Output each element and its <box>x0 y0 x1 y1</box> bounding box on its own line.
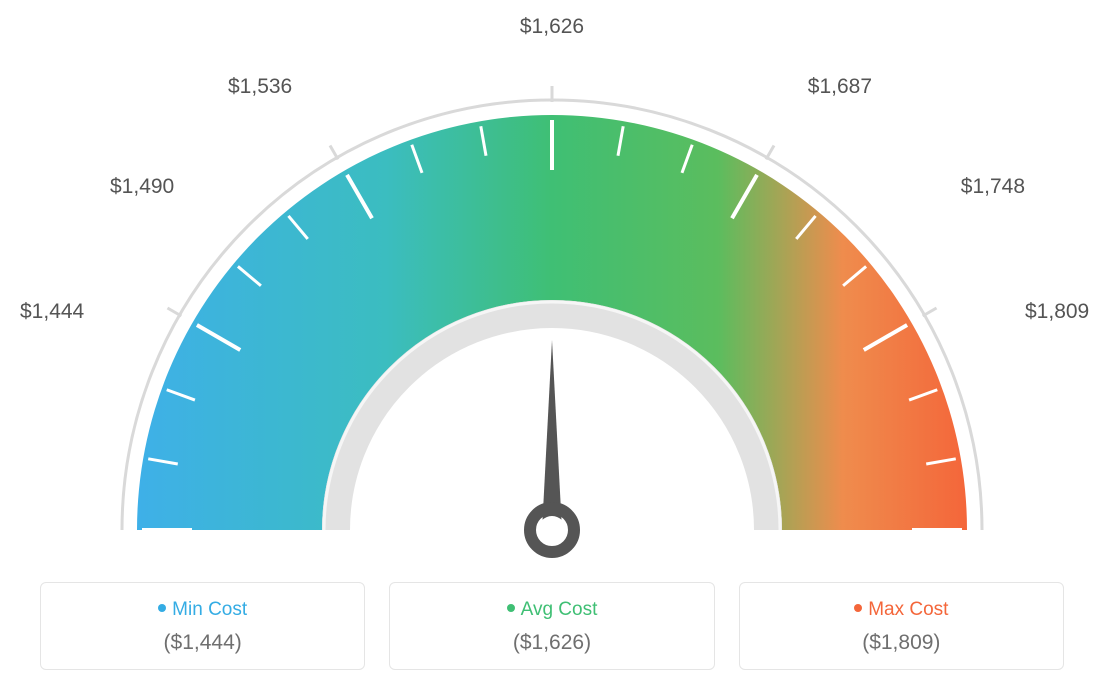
legend-title: Min Cost <box>51 599 354 621</box>
needle <box>542 340 562 530</box>
needle-hub-hole <box>538 516 566 544</box>
legend-value: ($1,809) <box>750 631 1053 655</box>
outer-tick <box>923 308 937 316</box>
legend-title: Max Cost <box>750 599 1053 621</box>
gauge-chart-container: $1,444 $1,490 $1,536 $1,626 $1,687 $1,748 $1,8… <box>0 0 1104 690</box>
gauge-tick-label: $1,687 <box>808 75 872 99</box>
legend-row: Min Cost ($1,444) Avg Cost ($1,626) Max Cost… <box>40 582 1064 670</box>
gauge-tick-label: $1,809 <box>1025 300 1089 324</box>
outer-tick <box>167 308 181 316</box>
legend-title-text: Avg Cost <box>521 599 598 620</box>
legend-value: ($1,444) <box>51 631 354 655</box>
legend-title: Avg Cost <box>400 599 703 621</box>
legend-box: Avg Cost ($1,626) <box>389 582 714 670</box>
outer-tick <box>766 145 774 159</box>
legend-dot-icon <box>158 604 166 612</box>
legend-box: Max Cost ($1,809) <box>739 582 1064 670</box>
gauge-tick-label: $1,626 <box>520 15 584 39</box>
legend-title-text: Max Cost <box>868 599 948 620</box>
legend-dot-icon <box>854 604 862 612</box>
legend-value: ($1,626) <box>400 631 703 655</box>
gauge-tick-label: $1,490 <box>110 175 174 199</box>
legend-title-text: Min Cost <box>172 599 247 620</box>
gauge-tick-label: $1,748 <box>961 175 1025 199</box>
gauge <box>0 0 1104 560</box>
gauge-tick-label: $1,536 <box>228 75 292 99</box>
gauge-tick-label: $1,444 <box>20 300 84 324</box>
legend-box: Min Cost ($1,444) <box>40 582 365 670</box>
legend-dot-icon <box>507 604 515 612</box>
outer-tick <box>330 145 338 159</box>
